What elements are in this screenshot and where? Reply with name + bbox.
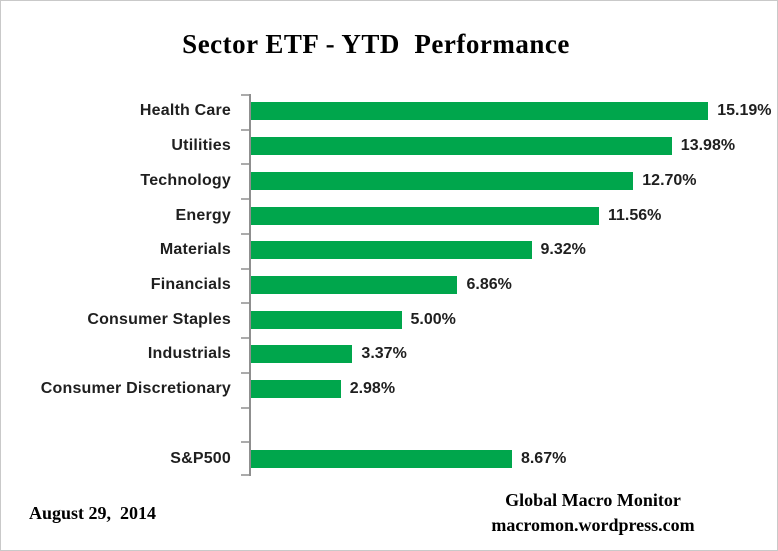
bar-track: 11.56% bbox=[251, 206, 777, 225]
axis-tick bbox=[241, 474, 249, 476]
bar bbox=[251, 449, 512, 468]
bar-row: S&P500 8.67% bbox=[1, 441, 777, 476]
bar bbox=[251, 206, 599, 225]
axis-tick bbox=[241, 94, 249, 96]
category-label: S&P500 bbox=[170, 449, 231, 467]
source-attribution: Global Macro Monitor macromon.wordpress.… bbox=[463, 488, 723, 538]
axis-tick bbox=[241, 128, 249, 131]
bar-track: 8.67% bbox=[251, 449, 777, 468]
category-label: Financials bbox=[150, 275, 231, 293]
category-label: Industrials bbox=[147, 345, 231, 363]
bar-row: Materials 9.32% bbox=[1, 233, 777, 268]
bar-track: 12.70% bbox=[251, 171, 777, 190]
bar-rows: Health Care 15.19% Utilities 13.98% Technolo… bbox=[1, 94, 777, 476]
category-label: Consumer Discretionary bbox=[40, 380, 231, 398]
plot-area: Health Care 15.19% Utilities 13.98% Technolo… bbox=[1, 94, 777, 476]
value-label: 2.98% bbox=[349, 380, 396, 398]
bar bbox=[251, 102, 709, 121]
bar bbox=[251, 241, 532, 260]
bar-track: 3.37% bbox=[251, 345, 777, 364]
axis-tick bbox=[241, 302, 249, 305]
bar-row: Financials 6.86% bbox=[1, 268, 777, 303]
value-label: 8.67% bbox=[520, 449, 567, 467]
value-label: 9.32% bbox=[540, 241, 586, 259]
bar-track: 13.98% bbox=[251, 137, 777, 156]
row-spacer bbox=[1, 406, 777, 441]
bar bbox=[251, 380, 341, 399]
axis-tick bbox=[241, 232, 249, 235]
axis-tick bbox=[241, 337, 249, 340]
category-label: Energy bbox=[175, 206, 231, 224]
axis-tick bbox=[241, 163, 249, 166]
bar bbox=[251, 275, 458, 294]
category-axis-line bbox=[249, 94, 251, 476]
value-label: 11.56% bbox=[607, 206, 662, 224]
value-label: 12.70% bbox=[642, 171, 697, 189]
bar-row: Technology 12.70% bbox=[1, 163, 777, 198]
bar bbox=[251, 310, 402, 329]
bar bbox=[251, 171, 634, 190]
source-url: macromon.wordpress.com bbox=[491, 515, 695, 535]
value-label: 13.98% bbox=[680, 137, 736, 155]
bar bbox=[251, 345, 353, 364]
axis-tick bbox=[241, 371, 249, 374]
value-label: 15.19% bbox=[717, 102, 772, 120]
bar-row: Industrials 3.37% bbox=[1, 337, 777, 372]
value-label: 3.37% bbox=[361, 345, 407, 363]
bar-track: 6.86% bbox=[251, 275, 777, 294]
bar-track: 5.00% bbox=[251, 310, 777, 329]
bar-track: 15.19% bbox=[251, 102, 777, 121]
source-name: Global Macro Monitor bbox=[505, 490, 681, 510]
chart-title: Sector ETF - YTD Performance bbox=[182, 29, 570, 59]
value-label: 6.86% bbox=[466, 275, 512, 293]
bar-row: Health Care 15.19% bbox=[1, 94, 777, 129]
chart-date: August 29, 2014 bbox=[29, 503, 157, 523]
category-label: Health Care bbox=[139, 102, 231, 120]
axis-tick bbox=[241, 267, 249, 270]
axis-tick bbox=[241, 198, 249, 201]
bar-track: 2.98% bbox=[251, 380, 777, 399]
bar-row: Utilities 13.98% bbox=[1, 129, 777, 164]
category-label: Materials bbox=[159, 241, 231, 259]
axis-tick bbox=[241, 406, 249, 409]
bar-track: 9.32% bbox=[251, 241, 777, 260]
axis-tick bbox=[241, 441, 249, 444]
category-label: Utilities bbox=[171, 137, 231, 155]
category-label: Technology bbox=[140, 171, 231, 189]
bar-row: Energy 11.56% bbox=[1, 198, 777, 233]
bar-row: Consumer Discretionary 2.98% bbox=[1, 372, 777, 407]
bar-row: Consumer Staples 5.00% bbox=[1, 302, 777, 337]
bar bbox=[251, 137, 672, 156]
value-label: 5.00% bbox=[410, 310, 456, 328]
category-label: Consumer Staples bbox=[87, 310, 231, 328]
